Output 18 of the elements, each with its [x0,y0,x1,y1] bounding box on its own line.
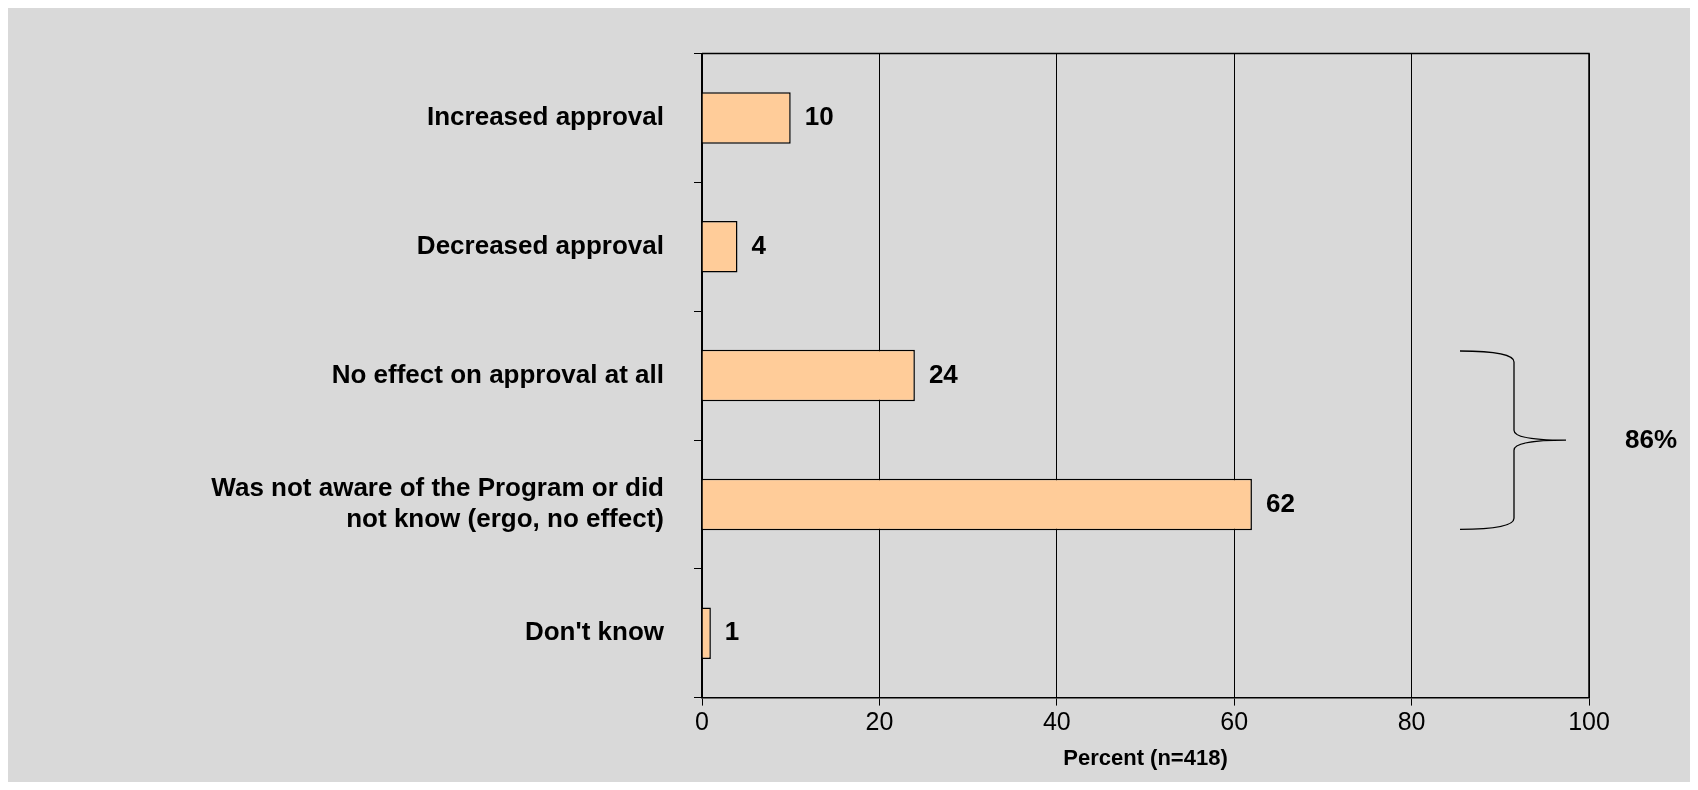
data-label: 62 [1265,487,1295,518]
y-tick-label: Decreased approval [416,229,664,260]
text: 86% [1625,424,1678,455]
data-label: 10 [804,101,834,132]
x-tick-label: 60 [1220,707,1249,736]
y-tick-label: No effect on approval at all [331,358,664,389]
y-tick-label: Was not aware of the Program or did not know (ergo, no effect) [211,471,664,534]
y-tick-label: Increased approval [427,101,664,132]
x-tick-label: 100 [1568,707,1610,736]
x-tick-label: 20 [865,707,894,736]
x-tick-label: 80 [1397,707,1426,736]
x-tick-label: 0 [695,707,709,736]
x-tick-label: 40 [1042,707,1071,736]
y-tick-label: Don't know [524,616,665,647]
x-axis-title: Percent (n=418) [1063,744,1228,770]
data-label: 4 [751,229,767,260]
data-label: 1 [724,616,740,647]
data-label: 24 [928,358,959,389]
